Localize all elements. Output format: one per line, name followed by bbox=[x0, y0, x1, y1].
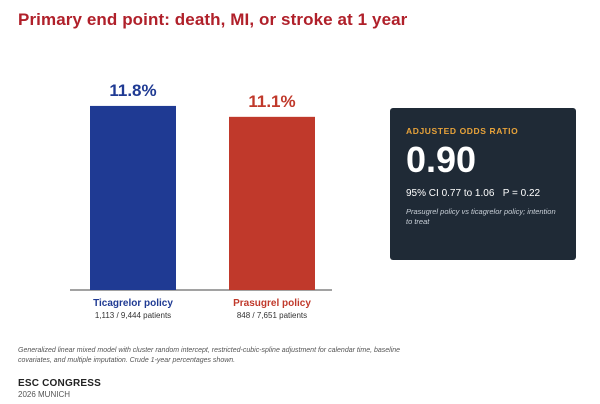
odds-ratio-value: 0.90 bbox=[406, 139, 477, 180]
p-value: P = 0.22 bbox=[502, 187, 541, 199]
congress-brand: ESC CONGRESS 2026 MUNICH bbox=[18, 378, 101, 399]
odds-ratio-note: Prasugrel policy vs ticagrelor policy; i… bbox=[406, 206, 556, 226]
confidence-interval: 95% CI 0.77 to 1.06 bbox=[406, 187, 495, 199]
category-patients: 848 / 7,651 patients bbox=[236, 311, 308, 320]
category-patients: 1,113 / 9,444 patients bbox=[94, 311, 172, 320]
category-name: Ticagrelor policy bbox=[93, 298, 173, 309]
category-label-ticagrelor: Ticagrelor policy 1,113 / 9,444 patients bbox=[63, 298, 203, 320]
category-name: Prasugrel policy bbox=[233, 298, 311, 309]
chart-title: Primary end point: death, MI, or stroke … bbox=[18, 10, 408, 29]
bar-value-label-1: 11.1% bbox=[248, 92, 295, 111]
footnote: Generalized linear mixed model with clus… bbox=[18, 347, 401, 364]
category-label-prasugrel: Prasugrel policy 848 / 7,651 patients bbox=[202, 298, 342, 320]
odds-ratio-label: ADJUSTED ODDS RATIO bbox=[406, 126, 519, 136]
bar-value-label-0: 11.8% bbox=[109, 81, 156, 100]
brand-name: ESC CONGRESS bbox=[18, 378, 101, 389]
brand-subtitle: 2026 MUNICH bbox=[18, 390, 71, 399]
odds-ratio-panel: ADJUSTED ODDS RATIO 0.90 95% CI 0.77 to … bbox=[390, 108, 576, 260]
bar-0 bbox=[90, 105, 176, 290]
odds-ratio-stats: 95% CI 0.77 to 1.06 P = 0.22 bbox=[406, 188, 560, 199]
bar-1 bbox=[229, 116, 315, 290]
